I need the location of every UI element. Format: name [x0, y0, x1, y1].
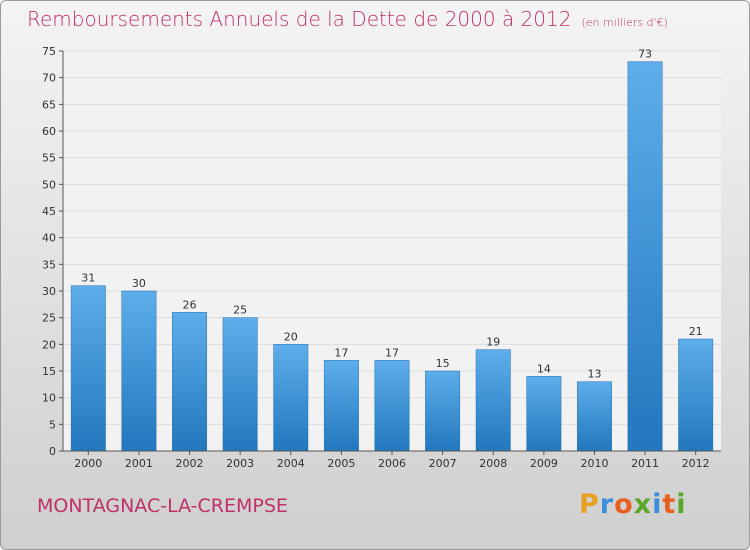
bar-2001	[121, 290, 157, 452]
y-axis: 0 5 10 15 20 25 30 35 40 45 50 55 60 65 70 75	[42, 45, 64, 458]
x-tick-label: 2001	[125, 457, 153, 470]
y-tick-label: 65	[42, 98, 56, 111]
bar-2009	[526, 376, 562, 452]
bar-2006	[374, 360, 410, 452]
proxiti-logo: Proxiti	[579, 489, 687, 520]
y-tick-label: 15	[42, 365, 56, 378]
y-tick-label: 50	[42, 178, 56, 191]
data-label: 21	[689, 325, 703, 338]
y-tick-label: 30	[42, 285, 56, 298]
data-label: 14	[537, 362, 551, 375]
y-tick-label: 25	[42, 312, 56, 325]
y-tick-label: 0	[49, 445, 56, 458]
bar-2012	[678, 338, 714, 452]
x-tick-label: 2002	[176, 457, 204, 470]
bar-2000	[70, 285, 106, 452]
x-axis: 2000 2001 2002 2003 2004 2005 2006 2007 2008 2009…	[63, 450, 721, 470]
bar-2005	[323, 360, 359, 452]
y-tick-label: 45	[42, 205, 56, 218]
y-tick-label: 35	[42, 258, 56, 271]
x-tick-label: 2004	[277, 457, 305, 470]
bar-2002	[172, 312, 207, 452]
y-tick-label: 55	[42, 152, 56, 165]
data-label: 26	[183, 298, 197, 311]
y-tick-label: 40	[42, 232, 56, 245]
logo-letter: o	[614, 489, 634, 520]
logo-letter: t	[662, 489, 677, 520]
logo-letter: P	[579, 489, 600, 520]
y-tick-label: 5	[49, 418, 56, 431]
y-tick-label: 60	[42, 125, 56, 138]
x-tick-label: 2003	[226, 457, 254, 470]
bars: 31 30 26 25 20 17 17 15 19 14 13 73 21	[70, 48, 714, 452]
data-label: 25	[233, 304, 247, 317]
logo-letter: r	[599, 489, 615, 520]
bar-2003	[222, 317, 258, 452]
x-tick-label: 2007	[429, 457, 457, 470]
chart-title: Remboursements Annuels de la Dette de 20…	[27, 7, 668, 31]
commune-name: MONTAGNAC-LA-CREMPSE	[37, 495, 288, 517]
y-tick-label: 70	[42, 72, 56, 85]
y-tick-label: 20	[42, 338, 56, 351]
logo-letter: x	[633, 489, 653, 520]
y-tick-label: 10	[42, 392, 56, 405]
data-label: 13	[587, 368, 601, 381]
x-tick-label: 2011	[631, 457, 659, 470]
data-label: 17	[385, 346, 399, 359]
data-label: 20	[284, 330, 298, 343]
y-tick-label: 75	[42, 45, 56, 58]
data-label: 30	[132, 277, 146, 290]
x-tick-label: 2010	[580, 457, 608, 470]
bar-2004	[273, 344, 309, 452]
data-label: 73	[638, 48, 652, 61]
bar-2011	[627, 61, 663, 452]
x-tick-label: 2005	[327, 457, 355, 470]
chart-subtitle: (en milliers d'€)	[581, 16, 668, 29]
data-label: 15	[436, 357, 450, 370]
bar-2007	[425, 370, 461, 452]
data-label: 19	[486, 336, 500, 349]
x-tick-label: 2009	[530, 457, 558, 470]
x-tick-label: 2000	[74, 457, 102, 470]
data-label: 17	[334, 346, 348, 359]
data-label: 31	[81, 272, 95, 285]
logo-letter: i	[652, 489, 663, 520]
bar-2010	[577, 381, 612, 452]
x-tick-label: 2008	[479, 457, 507, 470]
x-tick-label: 2012	[682, 457, 710, 470]
x-tick-label: 2006	[378, 457, 406, 470]
logo-letter: i	[676, 489, 687, 520]
bar-2008	[475, 349, 511, 452]
chart-title-text: Remboursements Annuels de la Dette de 20…	[27, 7, 572, 31]
